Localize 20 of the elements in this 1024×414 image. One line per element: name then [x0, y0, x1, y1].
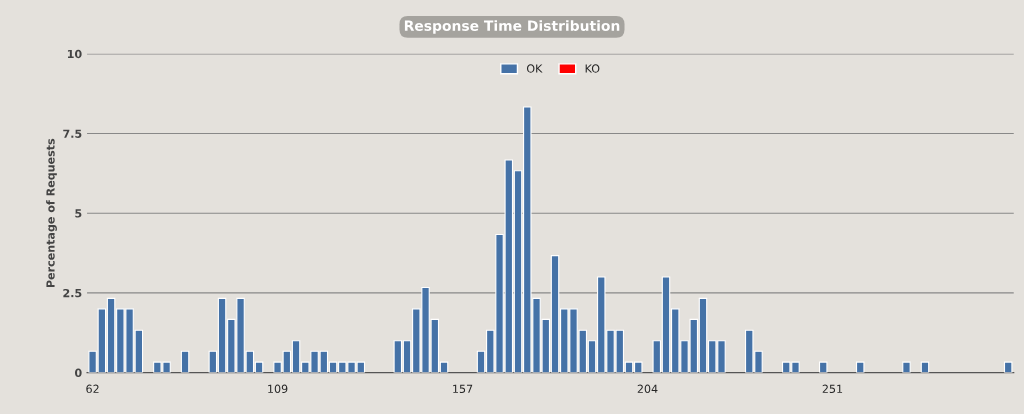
bar: [180, 350, 190, 373]
chart-title: Response Time Distribution: [404, 20, 620, 34]
bar: [902, 361, 911, 373]
y-tick-label: 10: [67, 49, 82, 59]
y-axis-title: Percentage of Requests: [46, 138, 57, 288]
y-tick-label: 7.5: [63, 129, 82, 138]
y-tick-label: 2.5: [63, 288, 82, 298]
legend-label: OK: [526, 64, 543, 73]
bar: [818, 361, 828, 373]
x-tick-label: 62: [86, 384, 99, 394]
y-tick-label: 0: [74, 368, 82, 377]
x-tick-label: 157: [453, 384, 473, 394]
x-tick-label: 204: [637, 384, 658, 394]
x-tick-label: 251: [822, 384, 843, 394]
bar: [920, 361, 930, 373]
bar: [855, 361, 865, 373]
y-tick-label: 5: [75, 209, 82, 218]
bar: [1003, 361, 1013, 373]
legend-label: KO: [585, 64, 600, 73]
x-tick-label: 109: [268, 384, 288, 394]
